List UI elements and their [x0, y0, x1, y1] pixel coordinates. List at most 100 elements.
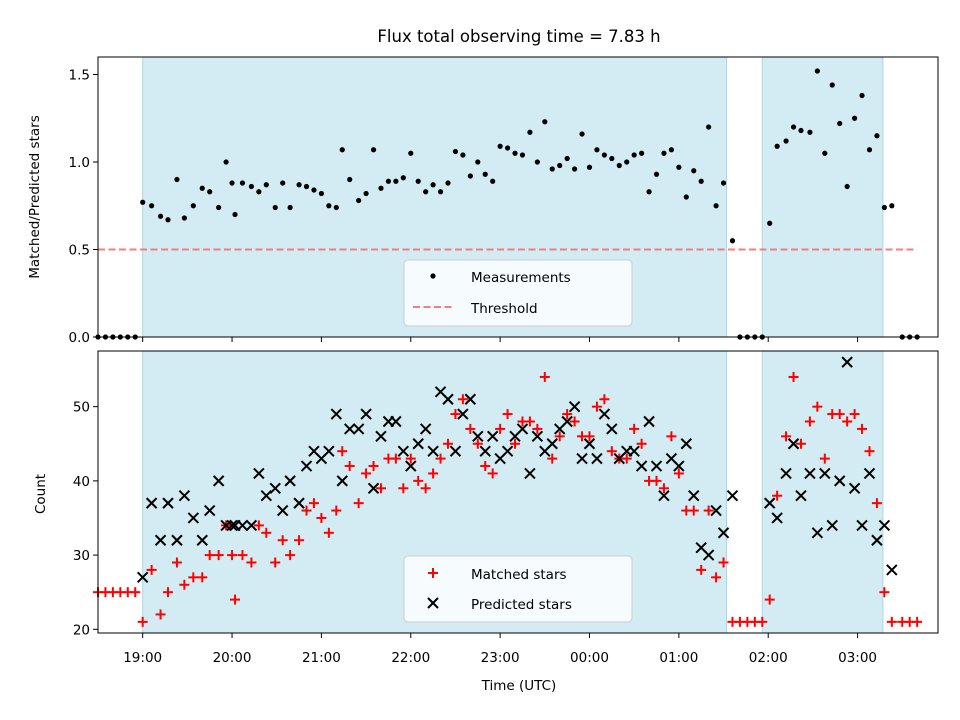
predicted-marker-stroke [531, 430, 544, 443]
predicted-star-point [245, 519, 258, 532]
count-y-tick-label: 40 [73, 474, 90, 490]
predicted-star-point [136, 571, 149, 584]
measurement-point [807, 129, 813, 135]
predicted-star-point [260, 490, 273, 502]
matched-star-point [398, 483, 409, 494]
predicted-marker-stroke [276, 504, 289, 517]
predicted-star-point [300, 460, 313, 472]
matched-star-point [584, 431, 595, 442]
predicted-marker-stroke [162, 497, 174, 509]
matched-star-point [688, 505, 699, 516]
measurement-point [624, 159, 630, 165]
predicted-star-point [269, 482, 281, 494]
predicted-star-point [162, 497, 174, 509]
count-x-tick-label: 01:00 [659, 650, 698, 666]
measurement-point [713, 203, 719, 209]
predicted-star-point [330, 408, 343, 420]
predicted-marker-stroke [576, 452, 588, 465]
count-x-tick-label: 03:00 [838, 650, 877, 666]
measurement-point [248, 183, 255, 190]
matched-star-point [871, 498, 882, 509]
predicted-marker-stroke [375, 430, 387, 443]
predicted-star-point [576, 452, 588, 465]
measurement-point [767, 220, 773, 226]
predicted-marker-stroke [260, 490, 273, 502]
matched-star-point [390, 453, 401, 464]
predicted-marker-stroke [841, 356, 853, 368]
count-legend-box [403, 555, 633, 623]
predicted-star-point [367, 482, 380, 494]
count-x-tick-label: 19:00 [123, 650, 162, 666]
predicted-star-point [841, 356, 853, 368]
measurement-point [190, 203, 196, 209]
matched-star-point [599, 394, 610, 405]
predicted-marker-stroke [717, 527, 730, 539]
predicted-star-point [710, 504, 722, 517]
measurement-point [239, 180, 246, 186]
matched-star-point [569, 416, 580, 427]
measurement-point [157, 213, 164, 219]
predicted-star-point [343, 423, 356, 435]
predicted-marker-stroke [795, 490, 807, 502]
predicted-star-point [871, 534, 883, 546]
matched-star-point [323, 527, 334, 538]
predicted-star-point [178, 490, 191, 502]
predicted-star-point [479, 445, 491, 457]
predicted-marker-stroke [726, 490, 739, 502]
predicted-star-point [457, 408, 469, 420]
predicted-star-point [516, 423, 529, 435]
predicted-marker-stroke [226, 519, 238, 532]
count-panel: 20 30 40 50 19:00 20:00 21:00 22:00 23:00 00:00 0… [33, 350, 939, 694]
predicted-marker-stroke [826, 519, 838, 532]
matched-star-point [368, 461, 379, 472]
predicted-marker-stroke [330, 408, 343, 420]
predicted-star-point [412, 438, 424, 450]
predicted-marker-stroke [710, 504, 722, 517]
predicted-star-point [464, 393, 477, 405]
predicted-marker-stroke [434, 386, 447, 398]
predicted-star-point [323, 445, 335, 457]
predicted-star-point [352, 423, 365, 435]
matched-star-point [804, 416, 815, 427]
measurement-point [829, 82, 835, 88]
predicted-marker-stroke [561, 415, 573, 428]
ratio-y-tick-label: 0.0 [69, 330, 90, 346]
matched-star-point [179, 579, 190, 590]
measurement-point [223, 159, 229, 165]
measurement-point [326, 203, 332, 209]
predicted-marker-stroke [212, 475, 225, 487]
matched-star-point [316, 512, 327, 523]
matched-star-point [606, 446, 617, 457]
predicted-star-point [397, 445, 410, 457]
measurement-point [385, 178, 392, 184]
measurement-point [363, 190, 369, 197]
predicted-star-point [203, 504, 216, 517]
predicted-star-point [591, 452, 603, 465]
predicted-marker-stroke [136, 571, 149, 584]
matched-star-point [285, 550, 296, 561]
predicted-star-point [236, 519, 249, 532]
measurement-point [798, 127, 804, 134]
measurement-point [272, 204, 278, 211]
predicted-star-point [804, 467, 816, 480]
matched-star-point [912, 616, 923, 627]
predicted-marker-stroke [145, 497, 158, 509]
predicted-marker-stroke [464, 393, 477, 405]
predicted-star-point [293, 497, 305, 509]
predicted-star-point [763, 497, 776, 509]
matched-star-point [524, 416, 535, 427]
matched-star-point [554, 431, 565, 442]
matched-star-point [673, 468, 684, 479]
matched-star-point [270, 557, 281, 568]
measurement-point [467, 173, 473, 179]
measurement-point [698, 178, 704, 184]
matched-star-point [443, 438, 453, 449]
predicted-marker-stroke [804, 467, 816, 480]
matched-star-point [457, 394, 468, 405]
measurement-point [370, 147, 377, 153]
ratio-legend: Measurements Threshold [403, 259, 633, 327]
predicted-star-point [643, 415, 655, 428]
measurement-point [497, 143, 503, 149]
predicted-legend-label: Predicted stars [471, 597, 572, 613]
matched-star-point [375, 483, 386, 494]
